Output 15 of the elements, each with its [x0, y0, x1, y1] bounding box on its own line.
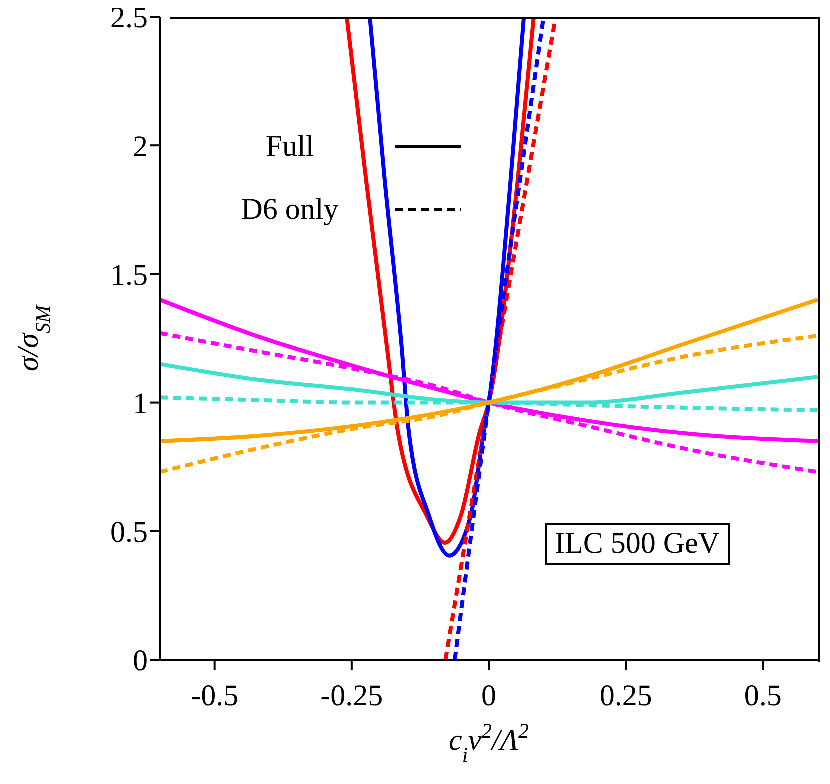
y-tick-label: 0.5 [110, 516, 148, 550]
annotation: D6 only [240, 193, 340, 227]
x-tick-label: 0.25 [600, 679, 652, 712]
y-tick-label: 0 [133, 644, 148, 678]
y-tick-label: 2.5 [110, 2, 148, 35]
x-tick-label: -0.25 [320, 679, 384, 712]
x-tick-label: 0.5 [744, 679, 782, 712]
x-tick-label: -0.5 [191, 679, 239, 712]
annotation: ILC 500 GeV [545, 523, 730, 565]
y-tick-label: 1 [133, 387, 148, 420]
y-tick-label: 2 [133, 130, 148, 164]
y-tick-label: 1.5 [110, 258, 148, 292]
annotation: Full [264, 130, 316, 164]
x-tick-label: 0 [482, 679, 496, 712]
x-axis-title: c$_{i}$v$^{2}$/Λ$^{2}$ [449, 719, 530, 767]
